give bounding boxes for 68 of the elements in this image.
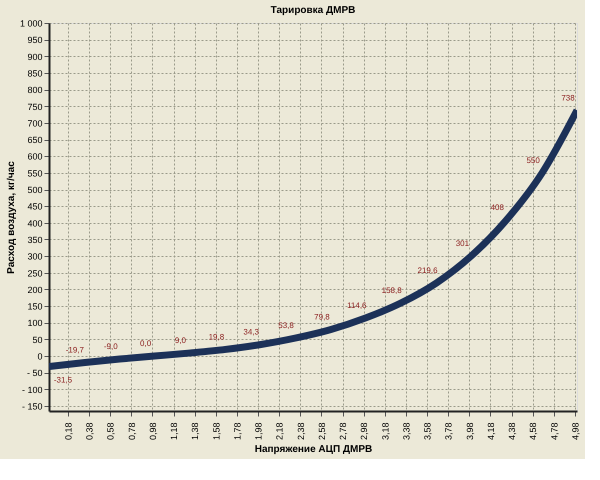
chart-title: Тарировка ДМРВ bbox=[270, 5, 356, 16]
x-tick-label: 3,78 bbox=[444, 422, 454, 440]
y-tick-label: 450 bbox=[27, 202, 42, 212]
x-tick-label: 4,78 bbox=[549, 422, 560, 440]
y-tick-label: 850 bbox=[27, 68, 42, 78]
y-tick-label: 200 bbox=[27, 284, 42, 295]
x-tick-label: 1,58 bbox=[211, 422, 222, 440]
data-label: 550 bbox=[526, 156, 540, 165]
x-tick-label: 0,58 bbox=[106, 422, 116, 440]
data-label: -9,0 bbox=[104, 342, 118, 352]
x-tick-label: 2,98 bbox=[359, 422, 370, 440]
x-tick-label: 2,78 bbox=[338, 422, 348, 440]
y-tick-label: 250 bbox=[27, 268, 42, 278]
y-tick-label: 0 bbox=[37, 352, 42, 362]
y-tick-label: 150 bbox=[27, 302, 42, 312]
y-tick-label: 700 bbox=[27, 118, 42, 128]
data-label: 738 bbox=[561, 93, 576, 102]
data-label: 114,6 bbox=[347, 300, 368, 310]
y-tick-label: 400 bbox=[27, 218, 42, 228]
x-tick-label: 4,38 bbox=[507, 422, 518, 440]
x-tick-label: 2,18 bbox=[274, 422, 285, 440]
x-tick-label: 1,18 bbox=[169, 422, 180, 440]
data-label: 19,8 bbox=[208, 332, 225, 342]
y-tick-label: 350 bbox=[27, 234, 42, 245]
data-label: 53,8 bbox=[278, 321, 294, 330]
x-tick-label: 0,18 bbox=[64, 422, 74, 440]
x-tick-label: 2,58 bbox=[316, 422, 327, 440]
y-tick-label: 500 bbox=[27, 185, 42, 196]
x-tick-label: 0,78 bbox=[126, 422, 137, 440]
y-axis-title: Расход воздуха, кг/час bbox=[6, 160, 17, 274]
x-tick-label: 0,38 bbox=[84, 422, 95, 440]
x-tick-label: 1,98 bbox=[254, 422, 264, 440]
data-label: 219,6 bbox=[418, 266, 438, 275]
data-label: 79,8 bbox=[314, 312, 330, 322]
x-tick-label: 3,98 bbox=[464, 422, 475, 440]
x-tick-label: 1,78 bbox=[232, 422, 242, 440]
y-tick-label: 800 bbox=[27, 85, 42, 96]
x-tick-label: 2,38 bbox=[296, 422, 306, 440]
y-tick-label: 750 bbox=[27, 102, 42, 112]
y-tick-label: 50 bbox=[32, 334, 42, 345]
y-tick-label: 100 bbox=[27, 318, 42, 328]
y-tick-label: 600 bbox=[27, 152, 42, 162]
data-label: 158,8 bbox=[382, 286, 402, 296]
y-tick-label: 1 000 bbox=[20, 18, 42, 28]
y-tick-label: 950 bbox=[27, 35, 42, 46]
x-tick-label: 3,18 bbox=[380, 422, 390, 440]
x-tick-label: 4,18 bbox=[486, 422, 496, 440]
y-tick-label: - 50 bbox=[26, 368, 42, 378]
x-tick-label: 0,98 bbox=[148, 422, 158, 440]
x-tick-label: 4,58 bbox=[528, 422, 538, 440]
x-axis-title: Напряжение АЦП ДМРВ bbox=[254, 444, 372, 456]
y-tick-label: 900 bbox=[27, 52, 42, 62]
data-label: -19,7 bbox=[66, 346, 85, 355]
x-tick-label: 3,38 bbox=[401, 422, 412, 440]
data-label: -31,5 bbox=[54, 376, 73, 385]
x-tick-label: 1,38 bbox=[190, 422, 200, 440]
x-tick-label: 4,98 bbox=[570, 422, 580, 440]
data-label: 408 bbox=[490, 203, 504, 212]
y-tick-label: - 100 bbox=[22, 384, 42, 395]
data-label: 9,0 bbox=[174, 336, 187, 346]
data-label: 0,0 bbox=[140, 339, 152, 348]
y-tick-label: 550 bbox=[27, 168, 42, 178]
data-label: 301 bbox=[456, 238, 470, 248]
y-tick-label: - 150 bbox=[22, 402, 42, 412]
y-tick-label: 650 bbox=[27, 135, 42, 146]
data-label: 34,3 bbox=[243, 328, 260, 337]
y-tick-label: 300 bbox=[27, 252, 42, 262]
x-tick-label: 3,58 bbox=[422, 422, 433, 440]
